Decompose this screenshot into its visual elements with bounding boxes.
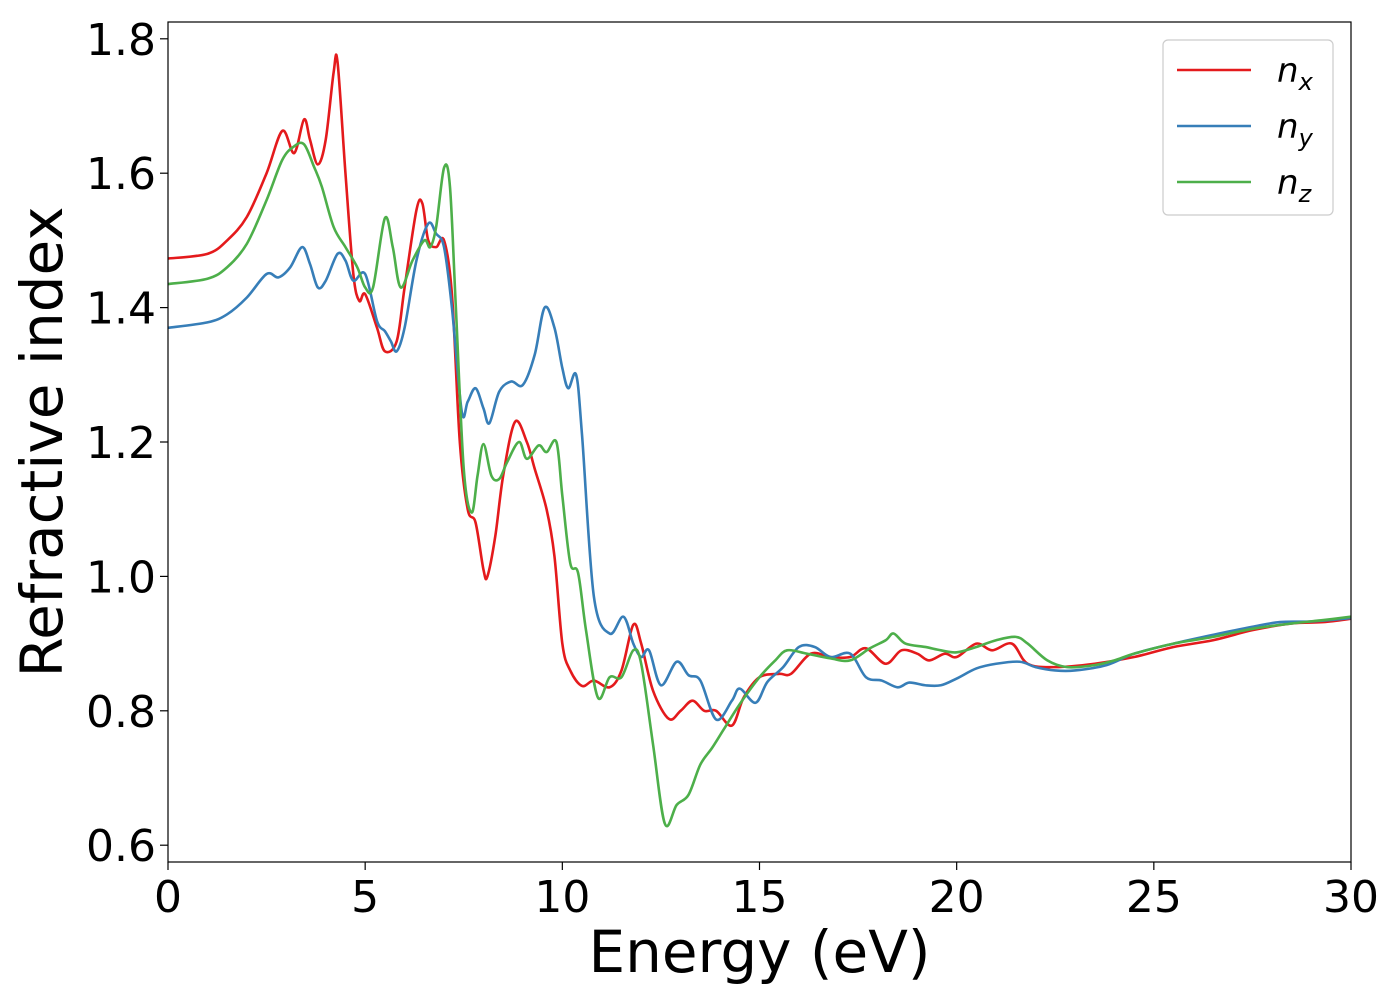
y-axis-label: Refractive index bbox=[8, 206, 76, 677]
y-tick-label: 0.6 bbox=[86, 821, 156, 872]
y-tick-label: 1.4 bbox=[86, 284, 156, 335]
y-tick-label: 1.6 bbox=[86, 149, 156, 200]
legend-label: ny bbox=[1277, 107, 1314, 152]
y-tick-label: 1.8 bbox=[86, 15, 156, 66]
legend-box bbox=[1162, 39, 1334, 216]
plot-frame bbox=[167, 21, 1352, 863]
series-line-nx bbox=[167, 53, 1352, 727]
series-line-nz bbox=[167, 141, 1352, 828]
y-tick-label: 0.8 bbox=[86, 687, 156, 738]
legend-label: nz bbox=[1277, 163, 1313, 208]
x-tick-label: 25 bbox=[1126, 872, 1182, 923]
x-axis-label: Energy (eV) bbox=[588, 918, 930, 986]
x-tick-label: 0 bbox=[154, 872, 182, 923]
x-tick-label: 15 bbox=[732, 872, 788, 923]
series-line-ny bbox=[167, 221, 1352, 722]
x-tick-label: 20 bbox=[929, 872, 985, 923]
y-tick-label: 1.2 bbox=[86, 418, 156, 469]
x-tick-label: 10 bbox=[534, 872, 590, 923]
series-lines bbox=[167, 53, 1352, 828]
x-tick-label: 30 bbox=[1323, 872, 1379, 923]
y-tick-label: 1.0 bbox=[86, 552, 156, 603]
x-tick-label: 5 bbox=[351, 872, 379, 923]
axis-ticks: 0 5 10 15 20 25 30 0.6 0.8 1.0 1.2 1.4 1.6 1.8 bbox=[86, 15, 1379, 923]
legend-label: nx bbox=[1277, 51, 1314, 96]
legend: nx ny nz bbox=[1162, 39, 1334, 216]
